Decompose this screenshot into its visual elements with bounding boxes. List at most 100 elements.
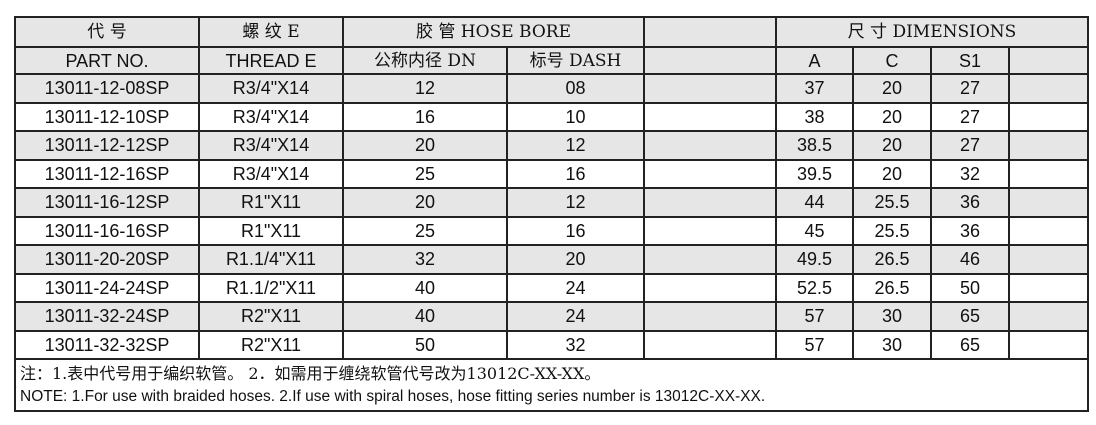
cell-a: 38.5: [775, 130, 854, 161]
table-body: 13011-12-08SP R3/4"X14 12 08 37 20 27 13011-12-…: [14, 73, 1089, 360]
cell-dn: 16: [342, 101, 508, 132]
note-cn: 注：1.表中代号用于编织软管。 2．如需用于缠绕软管代号改为13012C-XX-…: [20, 364, 601, 383]
header-row-1: 代 号 螺 纹 E 胶 管 HOSE BORE 尺 寸 DIMENSIONS: [14, 16, 1089, 48]
header-a: A: [775, 46, 854, 75]
cell-part: 13011-32-32SP: [14, 329, 200, 360]
cell-a: 57: [775, 301, 854, 332]
cell-blank: [643, 101, 777, 132]
table-row: 13011-12-12SP R3/4"X14 20 12 38.5 20 27: [14, 130, 1089, 161]
cell-blank: [1008, 329, 1089, 360]
cell-dn: 50: [342, 329, 508, 360]
cell-s1: 65: [930, 329, 1010, 360]
cell-dash: 12: [506, 187, 645, 218]
cell-dash: 12: [506, 130, 645, 161]
cell-part: 13011-12-16SP: [14, 158, 200, 189]
header-blank: [643, 16, 777, 48]
cell-dn: 25: [342, 215, 508, 246]
header-dimensions: 尺 寸 DIMENSIONS: [775, 16, 1089, 48]
cell-blank: [1008, 101, 1089, 132]
cell-part: 13011-12-08SP: [14, 73, 200, 104]
spec-table: 代 号 螺 纹 E 胶 管 HOSE BORE 尺 寸 DIMENSIONS P…: [14, 16, 1089, 412]
notes: 注：1.表中代号用于编织软管。 2．如需用于缠绕软管代号改为13012C-XX-…: [14, 358, 1089, 412]
cell-part: 13011-20-20SP: [14, 244, 200, 275]
cell-a: 49.5: [775, 244, 854, 275]
cell-c: 25.5: [852, 187, 932, 218]
cell-a: 37: [775, 73, 854, 104]
cell-blank: [643, 215, 777, 246]
cell-blank: [643, 187, 777, 218]
cell-blank: [1008, 73, 1089, 104]
cell-thread: R1.1/4"X11: [198, 244, 344, 275]
cell-c: 26.5: [852, 272, 932, 303]
cell-c: 20: [852, 158, 932, 189]
note-en: NOTE: 1.For use with braided hoses. 2.If…: [20, 388, 766, 405]
cell-blank: [643, 73, 777, 104]
cell-thread: R1"X11: [198, 187, 344, 218]
table-row: 13011-16-12SP R1"X11 20 12 44 25.5 36: [14, 187, 1089, 218]
cell-thread: R2"X11: [198, 329, 344, 360]
cell-c: 20: [852, 101, 932, 132]
header-c: C: [852, 46, 932, 75]
cell-c: 26.5: [852, 244, 932, 275]
table-row: 13011-12-16SP R3/4"X14 25 16 39.5 20 32: [14, 158, 1089, 189]
cell-thread: R2"X11: [198, 301, 344, 332]
notes-row: 注：1.表中代号用于编织软管。 2．如需用于缠绕软管代号改为13012C-XX-…: [14, 358, 1089, 412]
header-dn: 公称内径 DN: [342, 46, 508, 75]
cell-blank: [1008, 187, 1089, 218]
cell-c: 20: [852, 73, 932, 104]
cell-dn: 20: [342, 187, 508, 218]
cell-part: 13011-16-12SP: [14, 187, 200, 218]
cell-s1: 36: [930, 187, 1010, 218]
cell-a: 44: [775, 187, 854, 218]
cell-dn: 12: [342, 73, 508, 104]
cell-s1: 27: [930, 130, 1010, 161]
cell-dn: 40: [342, 301, 508, 332]
header-blank: [643, 46, 777, 75]
table-row: 13011-12-08SP R3/4"X14 12 08 37 20 27: [14, 73, 1089, 104]
table-row: 13011-32-24SP R2"X11 40 24 57 30 65: [14, 301, 1089, 332]
cell-blank: [1008, 215, 1089, 246]
cell-blank: [1008, 158, 1089, 189]
cell-thread: R3/4"X14: [198, 130, 344, 161]
cell-part: 13011-12-12SP: [14, 130, 200, 161]
cell-c: 30: [852, 301, 932, 332]
cell-blank: [643, 272, 777, 303]
cell-s1: 32: [930, 158, 1010, 189]
table-row: 13011-32-32SP R2"X11 50 32 57 30 65: [14, 329, 1089, 360]
cell-blank: [643, 244, 777, 275]
cell-blank: [1008, 244, 1089, 275]
cell-dash: 20: [506, 244, 645, 275]
header-s1: S1: [930, 46, 1010, 75]
cell-dash: 32: [506, 329, 645, 360]
header-part-en: PART NO.: [14, 46, 200, 75]
cell-thread: R3/4"X14: [198, 73, 344, 104]
cell-part: 13011-24-24SP: [14, 272, 200, 303]
cell-a: 39.5: [775, 158, 854, 189]
header-blank: [1008, 46, 1089, 75]
cell-dn: 40: [342, 272, 508, 303]
cell-s1: 27: [930, 73, 1010, 104]
cell-blank: [643, 301, 777, 332]
cell-thread: R3/4"X14: [198, 101, 344, 132]
header-part-cn: 代 号: [14, 16, 200, 48]
cell-s1: 46: [930, 244, 1010, 275]
cell-part: 13011-32-24SP: [14, 301, 200, 332]
cell-dash: 16: [506, 215, 645, 246]
cell-c: 25.5: [852, 215, 932, 246]
cell-blank: [1008, 272, 1089, 303]
cell-s1: 65: [930, 301, 1010, 332]
cell-blank: [643, 329, 777, 360]
table-row: 13011-12-10SP R3/4"X14 16 10 38 20 27: [14, 101, 1089, 132]
cell-dash: 08: [506, 73, 645, 104]
cell-part: 13011-12-10SP: [14, 101, 200, 132]
cell-dash: 16: [506, 158, 645, 189]
cell-dash: 24: [506, 301, 645, 332]
cell-thread: R1.1/2"X11: [198, 272, 344, 303]
cell-thread: R1"X11: [198, 215, 344, 246]
cell-a: 45: [775, 215, 854, 246]
table-row: 13011-16-16SP R1"X11 25 16 45 25.5 36: [14, 215, 1089, 246]
table-row: 13011-20-20SP R1.1/4"X11 32 20 49.5 26.5 46: [14, 244, 1089, 275]
header-row-2: PART NO. THREAD E 公称内径 DN 标号 DASH A C S1: [14, 46, 1089, 75]
cell-a: 57: [775, 329, 854, 360]
cell-blank: [643, 158, 777, 189]
